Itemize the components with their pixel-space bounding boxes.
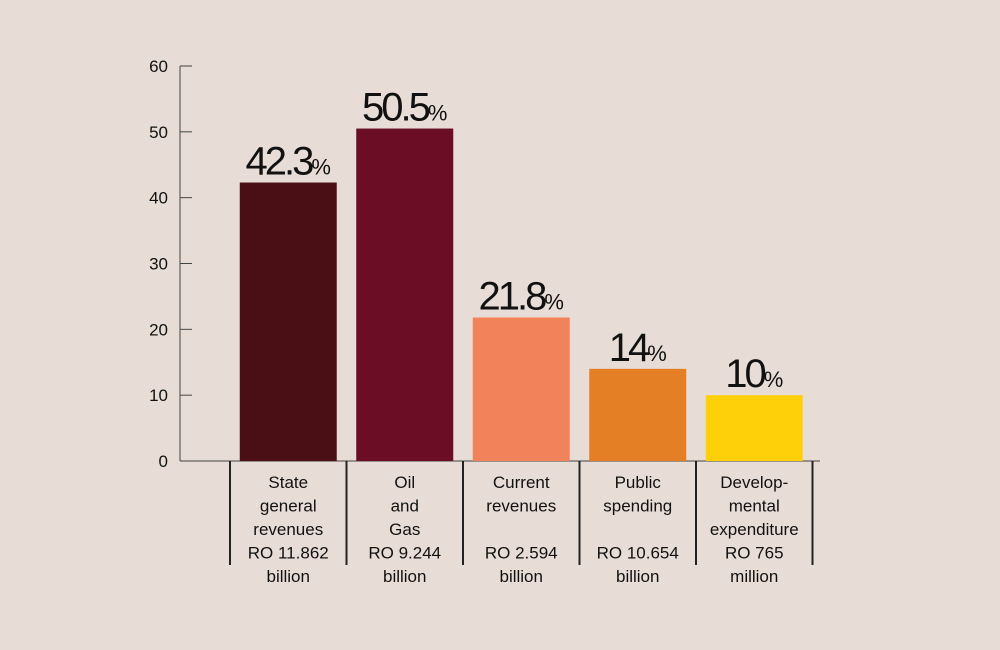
category-label-line: Develop- [720, 473, 788, 492]
y-tick-label: 20 [149, 320, 168, 339]
category-label-line: RO 9.244 [368, 544, 441, 563]
value-label: 21.8% [479, 274, 564, 318]
bar [589, 368, 687, 461]
category-label-line: billion [267, 567, 310, 586]
category-label-line: spending [603, 497, 672, 516]
y-tick-label: 0 [159, 452, 168, 471]
category-label-line: Oil [394, 473, 415, 492]
category-label-line: expenditure [710, 520, 799, 539]
y-tick-label: 40 [149, 189, 168, 208]
value-label: 14% [609, 326, 667, 370]
category-label-line: and [391, 497, 419, 516]
chart-bars [239, 128, 803, 461]
category-label-line: RO 2.594 [485, 544, 558, 563]
category-label-line: RO 765 [725, 544, 784, 563]
bar [239, 182, 337, 461]
bar [705, 395, 803, 461]
y-tick-label: 50 [149, 123, 168, 142]
category-label-line: revenues [486, 497, 556, 516]
category-label-line: Gas [389, 520, 420, 539]
category-label-line: Current [493, 473, 550, 492]
category-label-line: mental [729, 497, 780, 516]
category-label-line: Public [615, 473, 662, 492]
category-label-line: RO 10.654 [597, 544, 679, 563]
value-label: 42.3% [246, 140, 331, 184]
chart-axes: 0 10 20 30 40 50 60 [149, 57, 820, 565]
bar [472, 317, 570, 461]
category-label-line: million [730, 567, 778, 586]
category-label-line: billion [500, 567, 543, 586]
value-label: 50.5% [362, 86, 447, 130]
category-label-line: revenues [253, 520, 323, 539]
category-label-line: general [260, 497, 317, 516]
bar [356, 128, 454, 461]
y-tick-label: 10 [149, 386, 168, 405]
category-label-line: billion [616, 567, 659, 586]
value-label: 10% [725, 352, 783, 396]
category-label-line: State [268, 473, 308, 492]
y-tick-label: 30 [149, 255, 168, 274]
category-label-line: RO 11.862 [248, 544, 329, 563]
category-label-line: billion [383, 567, 426, 586]
y-tick-label: 60 [149, 57, 168, 76]
chart-labels: 42.3% State general revenues RO 11.862 billio… [246, 86, 799, 586]
